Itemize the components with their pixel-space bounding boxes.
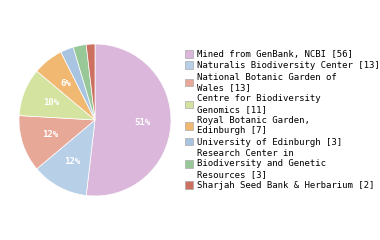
Wedge shape — [86, 44, 171, 196]
Text: 10%: 10% — [43, 98, 59, 107]
Text: 12%: 12% — [42, 130, 59, 139]
Wedge shape — [86, 44, 95, 120]
Wedge shape — [19, 116, 95, 169]
Text: 6%: 6% — [60, 78, 71, 88]
Wedge shape — [19, 71, 95, 120]
Text: 12%: 12% — [65, 157, 81, 166]
Wedge shape — [61, 47, 95, 120]
Wedge shape — [37, 52, 95, 120]
Text: 51%: 51% — [134, 118, 150, 127]
Wedge shape — [73, 44, 95, 120]
Wedge shape — [37, 120, 95, 196]
Legend: Mined from GenBank, NCBI [56], Naturalis Biodiversity Center [13], National Bota: Mined from GenBank, NCBI [56], Naturalis… — [185, 50, 380, 190]
